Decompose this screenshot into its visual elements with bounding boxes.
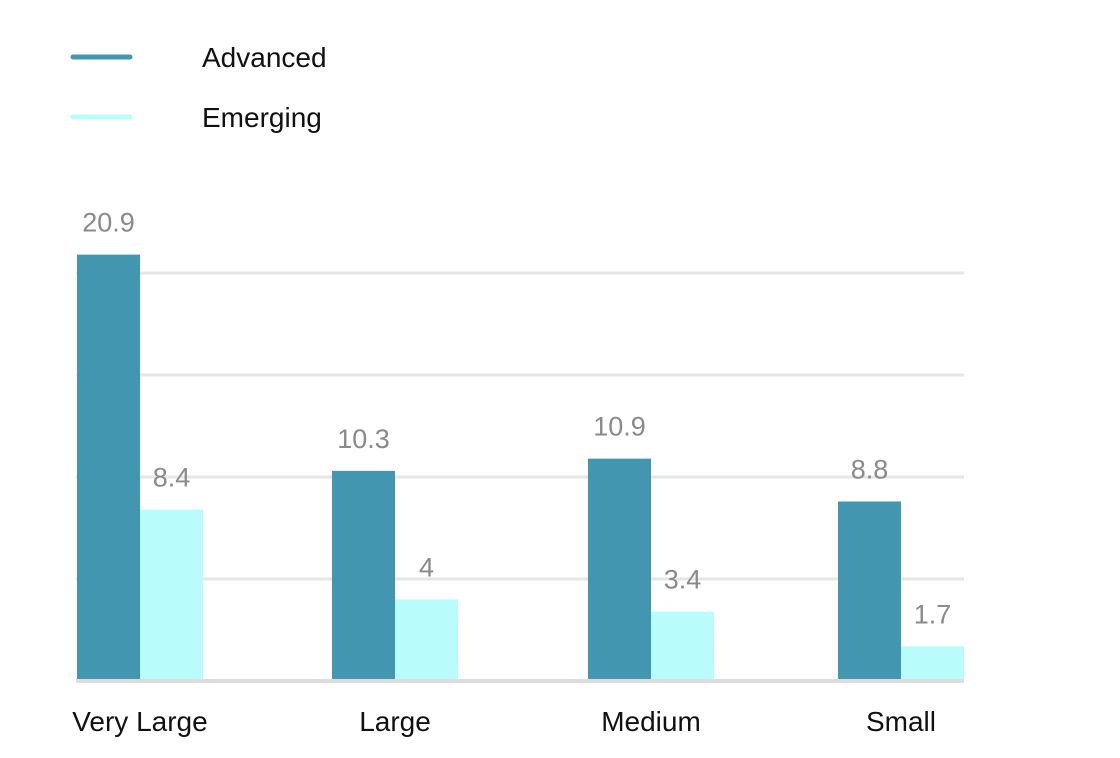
bar-advanced-large [332, 470, 395, 681]
value-label-emerging-medium: 3.4 [664, 565, 702, 595]
bar-emerging-very-large [140, 509, 203, 681]
bar-emerging-small [901, 646, 964, 681]
bar-emerging-medium [651, 611, 714, 681]
value-label-advanced-medium: 10.9 [593, 412, 646, 442]
value-label-emerging-large: 4 [419, 552, 434, 582]
bar-advanced-small [838, 501, 901, 681]
category-label-large: Large [359, 706, 431, 737]
bar-advanced-medium [588, 458, 651, 681]
value-label-emerging-very-large: 8.4 [153, 463, 191, 493]
category-label-medium: Medium [601, 706, 701, 737]
category-label-very-large: Very Large [72, 706, 207, 737]
gridlines [76, 271, 964, 581]
x-axis: Very Large Large Medium Small [72, 679, 964, 737]
legend: Advanced Emerging [70, 42, 327, 133]
value-label-advanced-small: 8.8 [851, 454, 889, 484]
bar-emerging-large [395, 599, 458, 681]
bars [77, 254, 964, 681]
value-label-advanced-large: 10.3 [337, 424, 390, 454]
legend-label-emerging: Emerging [202, 102, 322, 133]
category-label-small: Small [866, 706, 936, 737]
value-labels: 20.9 8.4 10.3 4 10.9 3.4 8.8 1.7 [82, 208, 951, 630]
value-label-advanced-very-large: 20.9 [82, 208, 135, 238]
value-label-emerging-small: 1.7 [914, 599, 952, 629]
legend-label-advanced: Advanced [202, 42, 327, 73]
bar-advanced-very-large [77, 254, 140, 681]
